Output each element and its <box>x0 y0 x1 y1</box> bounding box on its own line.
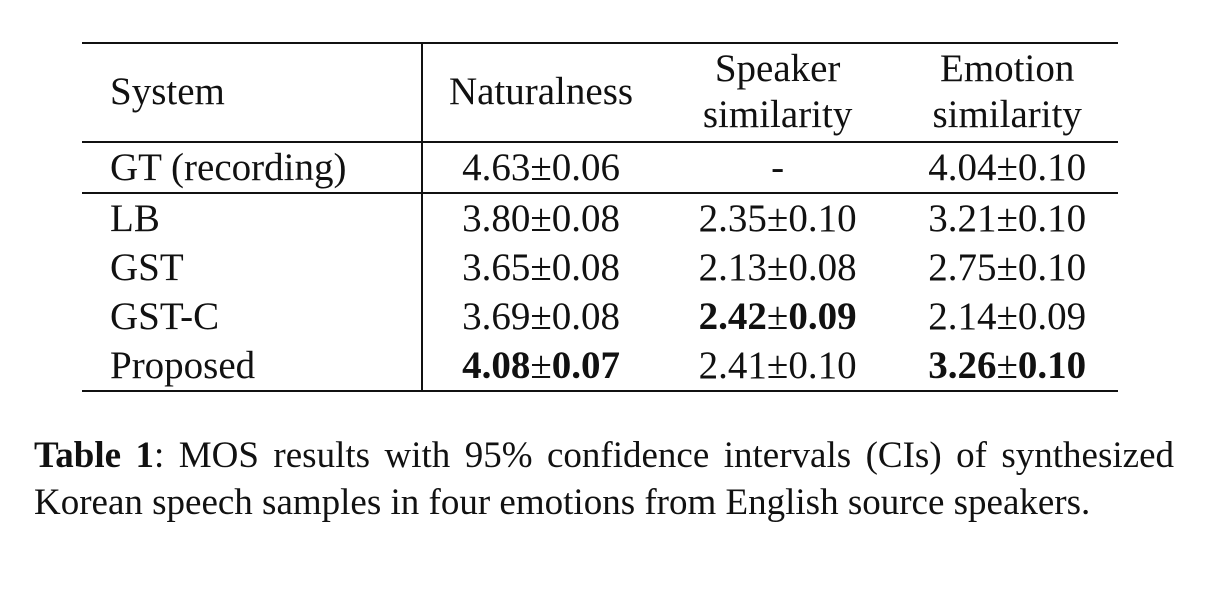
header-speaker-line2: similarity <box>702 93 853 136</box>
cell-speaker: 2.35±0.10 <box>698 196 857 240</box>
header-emotion-line2: similarity <box>932 93 1082 136</box>
cell-system: Proposed <box>110 343 256 387</box>
header-naturalness: Naturalness <box>421 43 659 142</box>
cell-naturalness: 3.69±0.08 <box>421 292 659 341</box>
table-row-gt: GT (recording) 4.63±0.06 - 4.04±0.10 <box>82 142 1118 193</box>
cell-speaker-best: 2.42±0.09 <box>698 294 857 338</box>
cell-speaker: 2.41±0.10 <box>698 343 857 387</box>
header-emotion-similarity: Emotion similarity <box>896 43 1118 142</box>
cell-speaker: 2.13±0.08 <box>698 245 857 289</box>
cell-naturalness: 4.63±0.06 <box>421 142 659 193</box>
cell-naturalness: 3.80±0.08 <box>421 193 659 243</box>
cell-speaker: - <box>771 145 785 189</box>
header-speaker-similarity: Speaker similarity <box>659 43 897 142</box>
cell-emotion: 2.14±0.09 <box>928 294 1087 338</box>
header-speaker-line1: Speaker <box>714 47 841 90</box>
results-table-container: System Naturalness Speaker similarity Em… <box>82 42 1118 392</box>
table-caption: Table 1: MOS results with 95% confidence… <box>34 432 1174 526</box>
table-row: GST-C 3.69±0.08 2.42±0.09 2.14±0.09 <box>82 292 1118 341</box>
table-row: LB 3.80±0.08 2.35±0.10 3.21±0.10 <box>82 193 1118 243</box>
cell-emotion: 3.21±0.10 <box>928 196 1087 240</box>
cell-emotion: 4.04±0.10 <box>928 145 1087 189</box>
cell-emotion-best: 3.26±0.10 <box>928 343 1087 387</box>
mos-results-table: System Naturalness Speaker similarity Em… <box>82 42 1118 392</box>
cell-naturalness-best: 4.08±0.07 <box>421 341 659 391</box>
cell-emotion: 2.75±0.10 <box>928 245 1087 289</box>
header-system: System <box>110 70 225 113</box>
cell-system: GST-C <box>110 294 220 338</box>
table-header-row: System Naturalness Speaker similarity Em… <box>82 43 1118 142</box>
caption-text: : MOS results with 95% confidence interv… <box>34 435 1174 523</box>
cell-system: GT (recording) <box>110 145 347 189</box>
table-row: GST 3.65±0.08 2.13±0.08 2.75±0.10 <box>82 243 1118 292</box>
cell-system: LB <box>110 196 160 240</box>
cell-naturalness: 3.65±0.08 <box>421 243 659 292</box>
table-row: Proposed 4.08±0.07 2.41±0.10 3.26±0.10 <box>82 341 1118 391</box>
cell-system: GST <box>110 245 184 289</box>
caption-label: Table 1 <box>34 435 155 476</box>
header-emotion-line1: Emotion <box>940 47 1075 90</box>
